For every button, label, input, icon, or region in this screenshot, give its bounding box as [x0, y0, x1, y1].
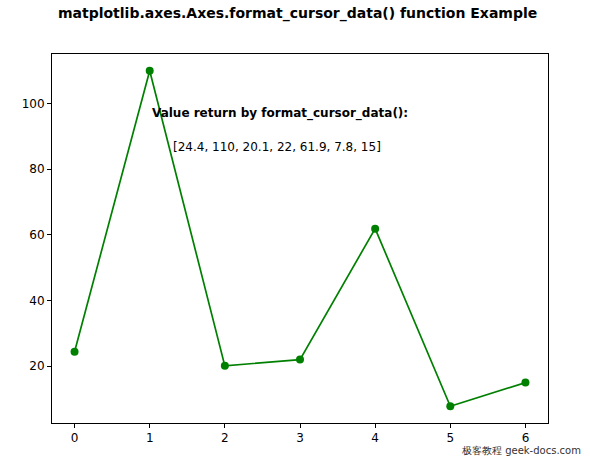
svg-text:Value return by format_cursor_: Value return by format_cursor_data():: [152, 106, 408, 121]
svg-text:极客教程 geek-docs.com: 极客教程 geek-docs.com: [461, 445, 581, 456]
svg-text:0: 0: [71, 431, 79, 445]
svg-text:6: 6: [522, 431, 530, 445]
svg-text:[24.4, 110, 20.1, 22, 61.9, 7.: [24.4, 110, 20.1, 22, 61.9, 7.8, 15]: [173, 140, 381, 154]
svg-text:20: 20: [29, 359, 44, 373]
svg-text:3: 3: [296, 431, 304, 445]
svg-text:1: 1: [146, 431, 154, 445]
svg-text:matplotlib.axes.Axes.format_cu: matplotlib.axes.Axes.format_cursor_data(…: [58, 5, 537, 22]
svg-text:80: 80: [29, 162, 44, 176]
svg-text:40: 40: [29, 294, 44, 308]
svg-text:100: 100: [22, 97, 45, 111]
svg-text:60: 60: [29, 228, 44, 242]
svg-text:5: 5: [446, 431, 454, 445]
svg-text:4: 4: [371, 431, 379, 445]
svg-text:2: 2: [221, 431, 229, 445]
